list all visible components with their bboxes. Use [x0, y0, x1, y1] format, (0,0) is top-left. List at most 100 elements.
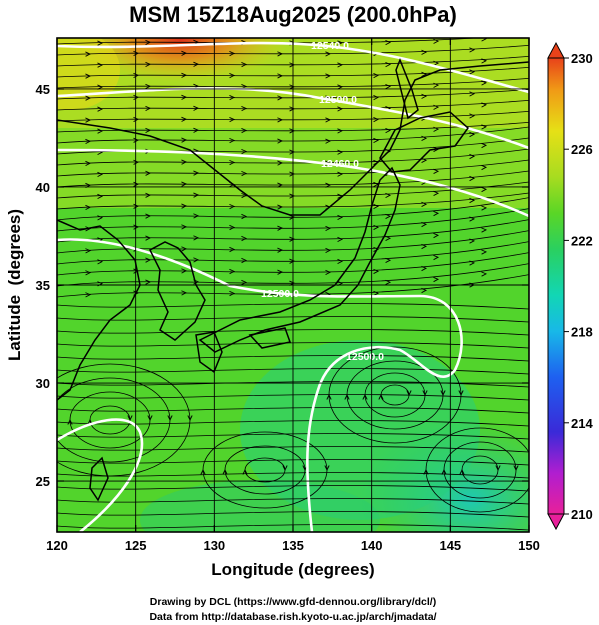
coastline-segment	[248, 327, 291, 349]
wind-arrow	[277, 117, 284, 123]
wind-arrow	[481, 227, 488, 233]
wind-arrow	[373, 116, 380, 123]
colorbar-scale	[547, 57, 565, 515]
wind-arrow	[373, 203, 380, 210]
wind-arrow	[373, 94, 380, 101]
wind-arrow	[277, 204, 284, 210]
wind-arrow	[289, 193, 296, 199]
x-tick-label: 130	[203, 538, 225, 553]
height-contour	[57, 238, 463, 532]
wind-arrow	[289, 236, 296, 242]
wind-arrow	[181, 72, 188, 78]
x-tick-label: 145	[439, 538, 461, 553]
coastline-segment	[395, 57, 419, 120]
x-tick-label: 135	[282, 538, 304, 553]
y-tick-label: 40	[36, 180, 50, 195]
wind-arrow	[277, 182, 284, 188]
wind-arrow	[385, 213, 392, 219]
wind-arrow	[421, 49, 428, 55]
wind-arrow	[200, 468, 206, 475]
warm-hotspot	[70, 38, 290, 82]
wind-arrow	[193, 192, 200, 198]
streamline	[57, 485, 529, 492]
wind-arrow	[181, 94, 188, 100]
x-axis-ticks: 120 125 130 135 140 145 150	[46, 38, 540, 553]
wind-arrow	[385, 127, 392, 134]
wind-arrow	[362, 393, 368, 400]
wind-arrow	[133, 72, 140, 78]
wind-arrow	[147, 415, 153, 422]
wind-arrow	[277, 95, 284, 101]
wind-arrow	[421, 157, 428, 163]
wind-arrow	[277, 138, 284, 144]
wind-arrow	[229, 159, 236, 166]
wind-arrow	[133, 50, 140, 56]
wind-arrow	[85, 117, 92, 123]
wind-arrow	[433, 60, 440, 66]
height-contour	[57, 418, 144, 532]
wind-arrow	[145, 127, 152, 133]
wind-arrow	[337, 84, 344, 90]
wind-arrow	[133, 94, 140, 100]
wind-arrow	[181, 181, 188, 187]
coastline-segment	[89, 456, 109, 502]
wind-arrow	[469, 113, 476, 119]
wind-arrow	[145, 170, 152, 176]
contour-label: 12500.0	[261, 288, 299, 300]
wind-arrow	[181, 116, 188, 122]
wind-arrow	[193, 235, 200, 241]
wind-arrow	[229, 224, 236, 231]
streamline	[57, 342, 529, 349]
wind-arrow	[373, 290, 380, 296]
wind-arrow	[532, 465, 536, 470]
wind-arrow	[97, 171, 104, 178]
wind-arrow	[193, 170, 200, 176]
wind-arrow	[433, 82, 440, 88]
streamline	[57, 472, 529, 479]
streamline	[57, 368, 529, 375]
wind-arrow	[513, 465, 519, 472]
streamline	[57, 394, 529, 401]
y-tick-label: 35	[36, 278, 50, 293]
wind-arrow	[28, 420, 32, 425]
streamline	[57, 433, 529, 440]
wind-arrow	[289, 128, 296, 134]
coastline-segment	[57, 219, 141, 401]
wind-arrow	[469, 238, 476, 244]
wind-arrow	[85, 95, 92, 101]
wind-arrow	[459, 468, 465, 475]
grid-lines	[57, 38, 529, 532]
wind-arrow	[229, 51, 236, 57]
wind-arrow	[337, 62, 344, 68]
wind-arrow	[337, 171, 344, 177]
streamline	[57, 498, 529, 505]
y-tick-label: 25	[36, 474, 50, 489]
wind-arrow	[421, 135, 428, 141]
x-tick-label: 150	[518, 538, 540, 553]
wind-arrow	[469, 131, 476, 138]
y-axis-ticks: 25 30 35 40 45	[36, 82, 529, 489]
wind-arrow	[181, 137, 188, 143]
wind-arrow	[421, 71, 428, 77]
wind-arrow	[133, 159, 140, 165]
wind-arrow	[481, 38, 488, 42]
x-tick-label: 140	[361, 538, 383, 553]
wind-arrow	[469, 153, 476, 160]
wind-arrow	[469, 47, 476, 53]
wind-arrow	[85, 292, 92, 298]
wind-arrow	[187, 415, 193, 422]
wind-arrow	[193, 257, 200, 263]
wind-arrow	[421, 265, 428, 272]
wind-arrow	[97, 259, 104, 265]
wind-arrow	[337, 128, 344, 134]
wind-arrow	[325, 138, 332, 144]
wind-arrow	[433, 254, 440, 261]
wind-arrow	[289, 106, 296, 112]
plot-area: 12540.0 12500.0 12460.0 12500.0 12500.0	[28, 38, 536, 532]
wind-arrow	[277, 269, 284, 275]
wind-arrow	[433, 104, 440, 110]
wind-arrow	[145, 105, 152, 111]
wind-arrow	[145, 61, 152, 67]
wind-arrow	[241, 213, 248, 220]
